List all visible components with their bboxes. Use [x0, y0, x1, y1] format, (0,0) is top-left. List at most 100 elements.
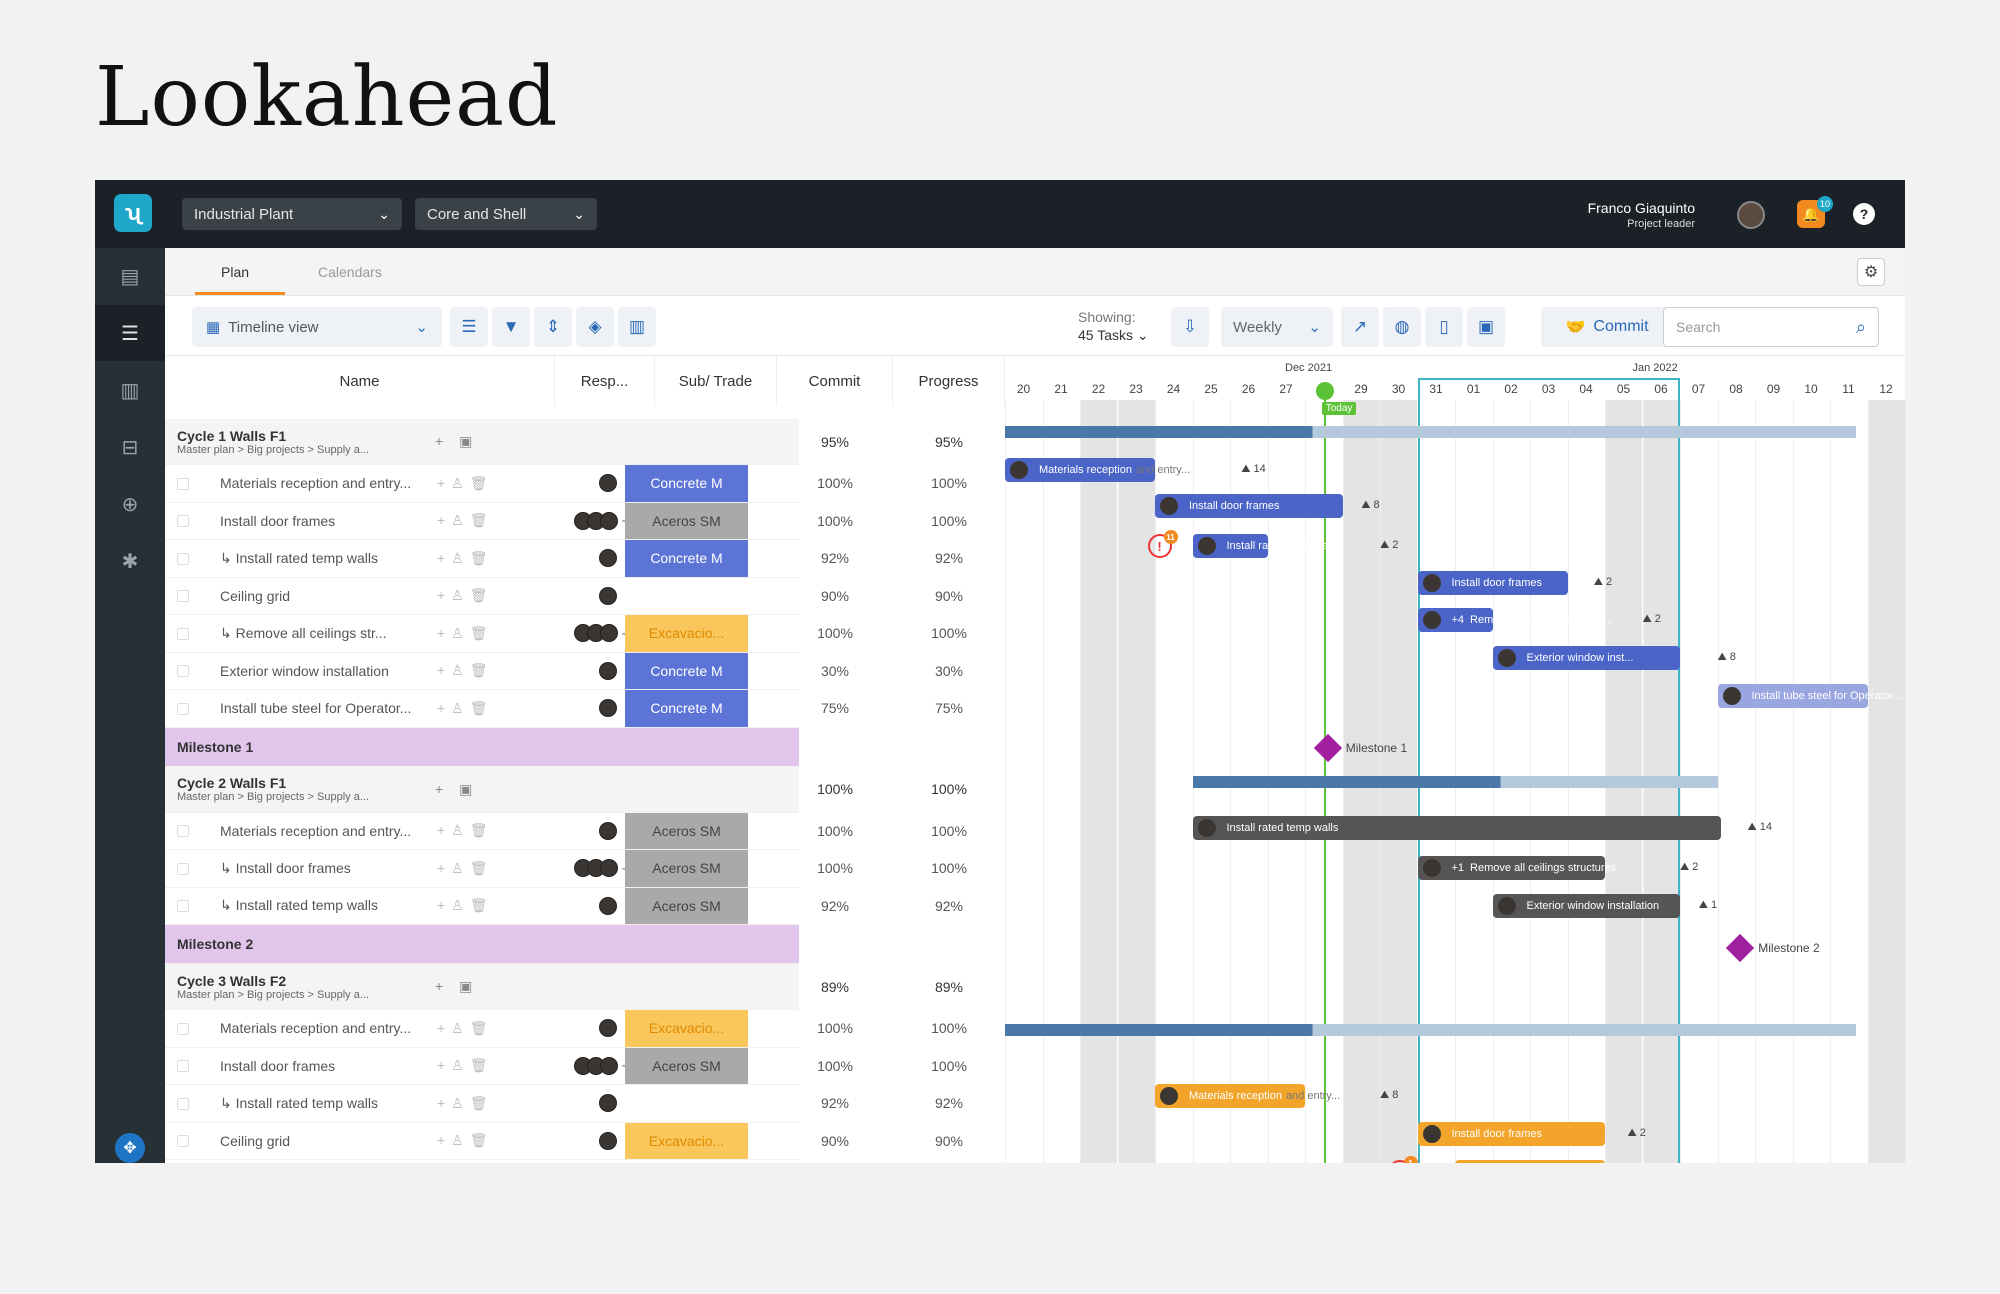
search-input[interactable]: Search ⌕	[1663, 307, 1879, 347]
task-name[interactable]: ↳ Install rated temp walls	[220, 897, 379, 914]
trade-tag[interactable]: Concrete M	[625, 465, 748, 502]
nav-board-icon[interactable]: ▥	[120, 379, 140, 402]
task-name[interactable]: Install door frames	[220, 1057, 336, 1074]
help-center-icon[interactable]: ✥	[115, 1133, 145, 1163]
nav-master-plan-icon[interactable]: ▤	[120, 265, 140, 288]
task-row[interactable]: Install door frames+♙🗑+1Aceros SM100%100…	[165, 502, 967, 540]
row-checkbox[interactable]	[177, 862, 189, 875]
row-checkbox[interactable]	[177, 900, 189, 913]
task-name[interactable]: Ceiling grid	[220, 1132, 291, 1149]
milestone-row[interactable]: Milestone 2	[165, 925, 799, 964]
row-checkbox[interactable]	[177, 477, 189, 490]
trade-tag[interactable]: Excavacio...	[625, 1010, 748, 1047]
row-actions-icon[interactable]: +♙🗑	[437, 474, 494, 491]
add-task-icon[interactable]: + ▣	[435, 780, 479, 797]
task-row[interactable]: ↳ Install rated temp walls +♙🗑 Concrete M 9…	[165, 540, 963, 578]
row-checkbox[interactable]	[177, 590, 189, 603]
row-actions-icon[interactable]: +♙🗑	[437, 512, 494, 529]
task-bar[interactable]: Install rated temp walls	[1192, 816, 1722, 840]
view-dropdown[interactable]: ▦ Timeline view ⌄	[192, 307, 442, 347]
task-name[interactable]: Materials reception and entry...	[220, 822, 412, 839]
cycle-row[interactable]: Cycle 2 Walls F1 Master plan > Big projec…	[165, 766, 967, 813]
column-header-progress[interactable]: Progress	[893, 356, 1005, 406]
responsible-avatars[interactable]	[555, 888, 655, 925]
app-logo-icon[interactable]: ʯ	[114, 194, 152, 232]
showing-indicator[interactable]: Showing: 45 Tasks ⌄	[1078, 309, 1149, 343]
add-task-icon[interactable]: + ▣	[435, 433, 479, 449]
responsible-avatars[interactable]	[555, 653, 655, 690]
task-bar[interactable]: Exterior window installation	[1492, 894, 1680, 918]
trade-tag[interactable]: Concrete M	[625, 652, 748, 689]
task-bar[interactable]: Install tube steel for Operator...	[1717, 684, 1902, 708]
task-row[interactable]: ↳ Install rated temp walls +♙🗑 92% 92%	[165, 1085, 963, 1123]
task-bar[interactable]: +1 Remove all ceilings structures	[1417, 856, 1616, 880]
row-checkbox[interactable]	[177, 665, 189, 678]
task-name[interactable]: ↳ Install door frames	[220, 859, 351, 876]
trade-tag[interactable]: Aceros SM	[625, 850, 748, 887]
user-avatar[interactable]	[1737, 201, 1765, 229]
scale-dropdown[interactable]: Weekly ⌄	[1221, 307, 1333, 347]
responsible-avatars[interactable]	[555, 540, 655, 577]
task-name[interactable]: ↳ Install rated temp walls	[220, 549, 379, 566]
column-header-commit[interactable]: Commit	[777, 356, 893, 406]
task-bar[interactable]: Install door frames	[1155, 494, 1343, 518]
cycle-summary-bar[interactable]	[1005, 1024, 1857, 1036]
task-bar[interactable]: +4 Remove all ceilings structur...	[1417, 608, 1613, 632]
nav-robot-icon[interactable]: ⊕	[121, 493, 139, 516]
task-bar[interactable]: Install door frames	[1417, 1122, 1605, 1146]
task-name[interactable]: ↳ Install rated temp walls	[220, 1094, 379, 1111]
row-actions-icon[interactable]: +♙🗑	[437, 1094, 494, 1111]
row-actions-icon[interactable]: +♙🗑	[437, 1132, 494, 1149]
row-actions-icon[interactable]: +♙🗑	[437, 549, 494, 566]
task-row[interactable]: ↳ Install door frames+♙🗑+1Aceros SM100%1…	[165, 850, 967, 888]
task-row[interactable]: Exterior window installation +♙🗑 Concrete …	[165, 652, 963, 690]
milestone-row[interactable]: Milestone 1	[165, 727, 799, 767]
task-row[interactable]: Materials reception and entry... +♙🗑 Excav…	[165, 1010, 967, 1048]
responsible-avatars[interactable]	[555, 1123, 655, 1160]
row-checkbox[interactable]	[177, 515, 189, 528]
group-by-icon[interactable]: ☰	[450, 307, 488, 347]
task-name[interactable]: Exterior window installation	[220, 662, 389, 679]
column-header-name[interactable]: Name	[165, 356, 555, 406]
cycle-summary-bar[interactable]	[1005, 426, 1857, 438]
nav-settings-icon[interactable]: ✱	[121, 550, 139, 573]
task-name[interactable]: Install door frames	[220, 512, 336, 529]
task-row[interactable]: Ceiling grid +♙🗑 Excavacio... 90% 90%	[165, 1122, 963, 1160]
cycle-row[interactable]: Cycle 3 Walls F2 Master plan > Big projec…	[165, 964, 963, 1010]
gear-icon[interactable]: ⚙	[1857, 258, 1885, 286]
task-row[interactable]: Materials reception and entry... +♙🗑 Acero…	[165, 812, 967, 850]
task-row[interactable]: Ceiling grid +♙🗑 90% 90%	[165, 578, 963, 615]
project-dropdown[interactable]: Industrial Plant ⌄	[182, 198, 402, 230]
commit-button[interactable]: 🤝 Commit	[1541, 307, 1673, 347]
scope-dropdown[interactable]: Core and Shell ⌄	[415, 198, 597, 230]
trade-tag[interactable]: Excavacio...	[625, 1122, 748, 1159]
task-row[interactable]: Install door frames+♙🗑+1Aceros SM100%100…	[165, 1047, 967, 1085]
nav-lookahead-icon[interactable]: ☰	[95, 305, 165, 361]
row-actions-icon[interactable]: +♙🗑	[437, 662, 494, 679]
task-name[interactable]: Materials reception and entry...	[220, 1020, 412, 1037]
trade-tag[interactable]: Concrete M	[625, 540, 748, 577]
task-row[interactable]: ↳ Remove all ceilings str...+♙🗑+2Excavac…	[165, 615, 967, 653]
row-checkbox[interactable]	[177, 702, 189, 715]
column-header-resp[interactable]: Resp...	[555, 356, 655, 406]
nav-hierarchy-icon[interactable]: ⊟	[121, 436, 139, 459]
row-actions-icon[interactable]: +♙🗑	[437, 897, 494, 914]
trade-tag[interactable]: Aceros SM	[625, 812, 748, 849]
task-name[interactable]: Ceiling grid	[220, 587, 291, 604]
layers-icon[interactable]: ◈	[576, 307, 614, 347]
document-icon[interactable]: ▯	[1425, 307, 1463, 347]
add-task-icon[interactable]: + ▣	[435, 978, 479, 994]
row-checkbox[interactable]	[177, 1060, 189, 1073]
responsible-avatars[interactable]	[555, 1010, 655, 1047]
row-actions-icon[interactable]: +♙🗑	[437, 587, 494, 604]
trade-tag[interactable]: Aceros SM	[625, 502, 748, 539]
trade-tag[interactable]: Aceros SM	[625, 887, 748, 924]
cycle-summary-bar[interactable]	[1192, 776, 1718, 788]
row-checkbox[interactable]	[177, 1022, 189, 1035]
sort-icon[interactable]: ⇕	[534, 307, 572, 347]
task-bar[interactable]: Install door frames	[1417, 571, 1568, 595]
responsible-avatars[interactable]	[555, 1085, 655, 1122]
columns-icon[interactable]: ▥	[618, 307, 656, 347]
task-bar[interactable]: Exterior window inst...	[1492, 646, 1680, 670]
